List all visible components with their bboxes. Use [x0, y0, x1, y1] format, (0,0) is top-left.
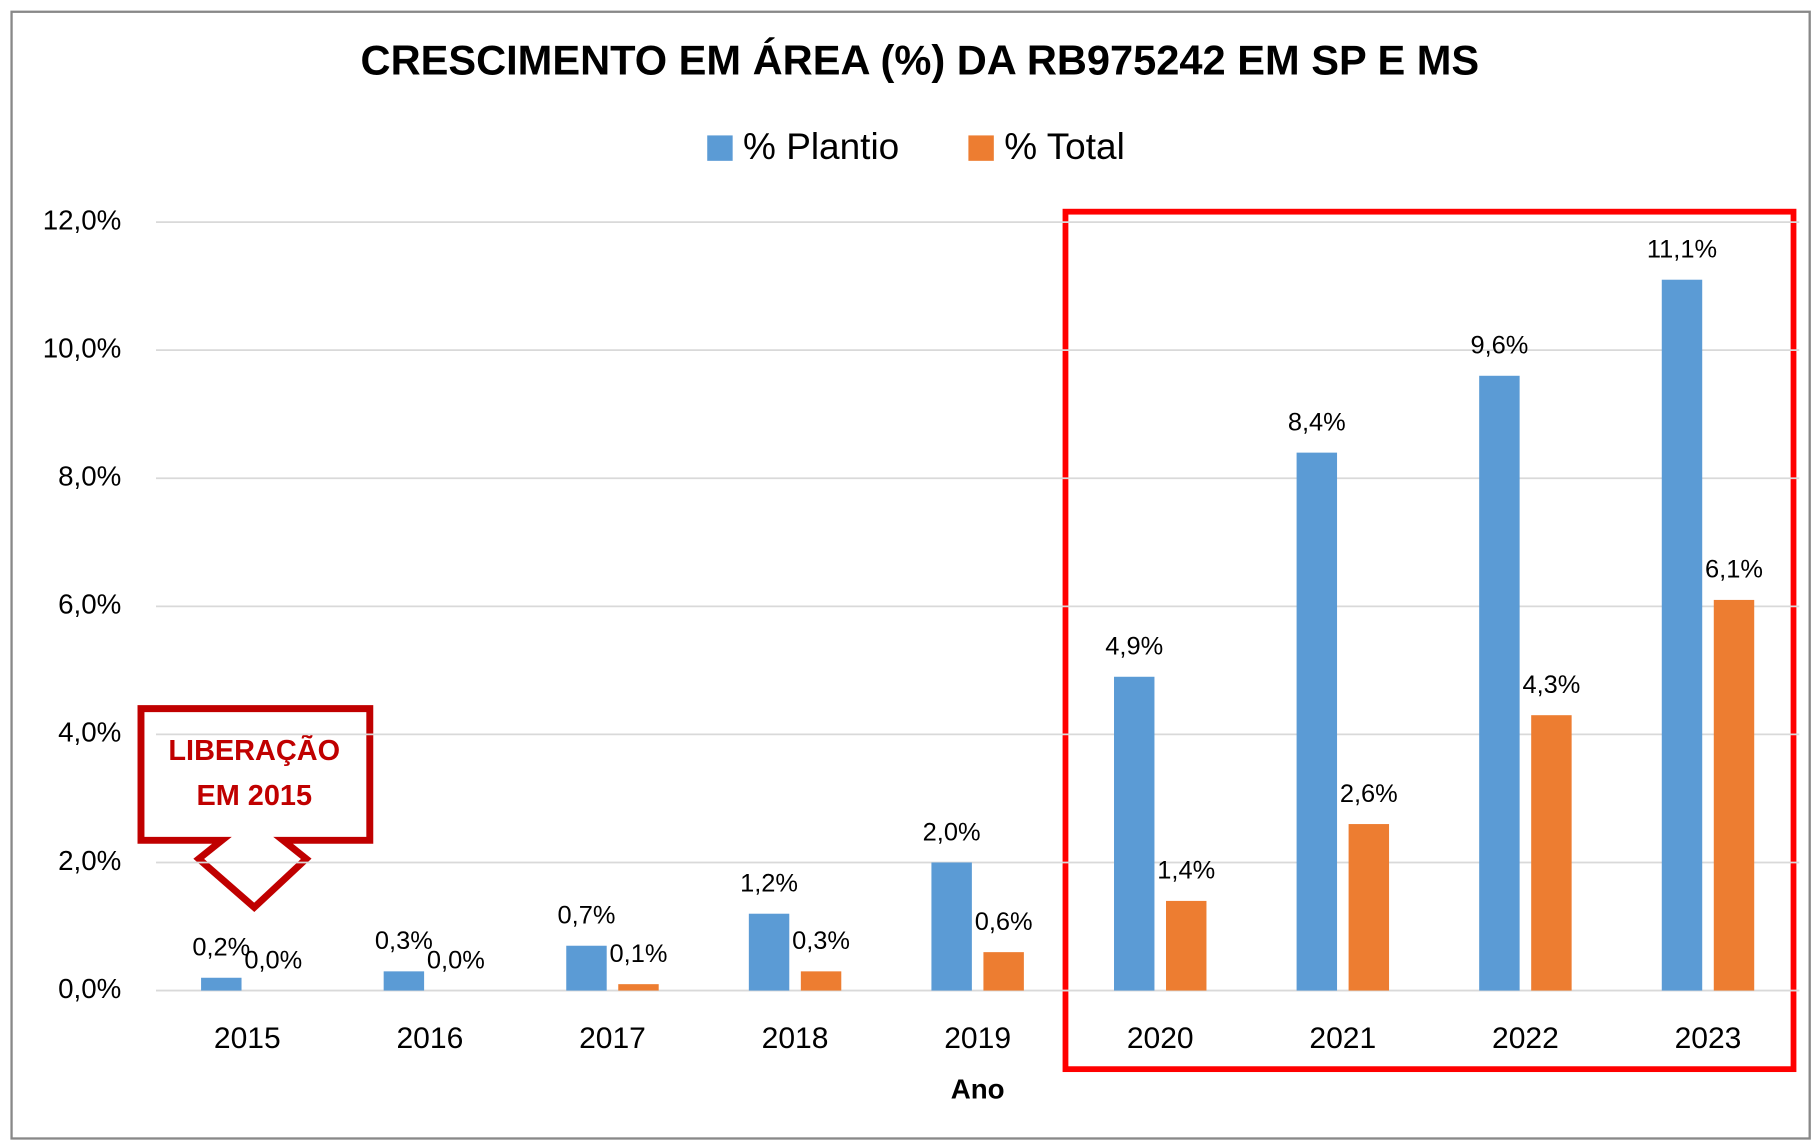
y-tick-label: 6,0%: [58, 589, 121, 620]
data-label: 2,6%: [1340, 780, 1398, 808]
x-tick-label: 2015: [214, 1022, 281, 1055]
x-axis-label: Ano: [951, 1073, 1005, 1104]
bar: [566, 945, 607, 991]
data-label: 1,4%: [1157, 857, 1215, 885]
x-tick-label: 2021: [1309, 1022, 1376, 1055]
x-tick-label: 2016: [396, 1022, 463, 1055]
data-label: 1,2%: [740, 870, 798, 898]
data-label: 0,2%: [192, 934, 250, 962]
data-label: 6,1%: [1705, 556, 1763, 584]
callout-text: LIBERAÇÃO: [168, 733, 340, 767]
bar: [1479, 375, 1520, 991]
x-tick-label: 2017: [579, 1022, 646, 1055]
legend-swatch: [968, 135, 994, 161]
data-label: 8,4%: [1288, 408, 1346, 436]
x-tick-label: 2019: [944, 1022, 1011, 1055]
chart-title: CRESCIMENTO EM ÁREA (%) DA RB975242 EM S…: [361, 37, 1480, 84]
x-tick-label: 2023: [1675, 1022, 1742, 1055]
legend-label: % Total: [1004, 126, 1125, 167]
data-label: 4,3%: [1522, 671, 1580, 699]
bar: [383, 971, 425, 991]
data-label: 9,6%: [1470, 332, 1528, 360]
bar: [800, 971, 842, 991]
x-tick-label: 2018: [762, 1022, 829, 1055]
data-label: 0,1%: [610, 940, 668, 968]
y-tick-label: 4,0%: [58, 717, 121, 748]
x-tick-label: 2020: [1127, 1022, 1194, 1055]
highlight-box: [1062, 208, 1797, 1073]
x-tick-label: 2022: [1492, 1022, 1559, 1055]
y-tick-label: 8,0%: [58, 461, 121, 492]
data-label: 0,7%: [558, 902, 616, 930]
bar: [748, 913, 790, 991]
data-label: 0,0%: [244, 946, 302, 974]
data-label: 0,3%: [792, 927, 850, 955]
bar: [1166, 900, 1207, 991]
y-tick-label: 2,0%: [58, 845, 121, 876]
y-tick-label: 10,0%: [43, 332, 122, 363]
bar: [1114, 676, 1155, 991]
callout-text: EM 2015: [196, 780, 312, 812]
bar: [201, 977, 242, 991]
legend-swatch: [707, 135, 733, 161]
data-label: 0,3%: [375, 927, 433, 955]
y-tick-label: 12,0%: [43, 204, 122, 235]
legend-label: % Plantio: [743, 126, 899, 167]
data-label: 0,0%: [427, 946, 485, 974]
bar: [1661, 279, 1703, 991]
data-label: 11,1%: [1647, 236, 1717, 264]
bar: [931, 862, 972, 991]
bar: [1713, 599, 1755, 991]
callout: [137, 705, 374, 913]
bar: [1531, 715, 1572, 991]
data-label: 4,9%: [1105, 633, 1163, 661]
bar: [618, 984, 659, 991]
bar: [983, 952, 1024, 991]
bar: [1296, 452, 1338, 991]
data-label: 2,0%: [923, 818, 981, 846]
y-tick-label: 0,0%: [58, 973, 121, 1004]
bar: [1348, 824, 1390, 991]
data-label: 0,6%: [975, 908, 1033, 936]
